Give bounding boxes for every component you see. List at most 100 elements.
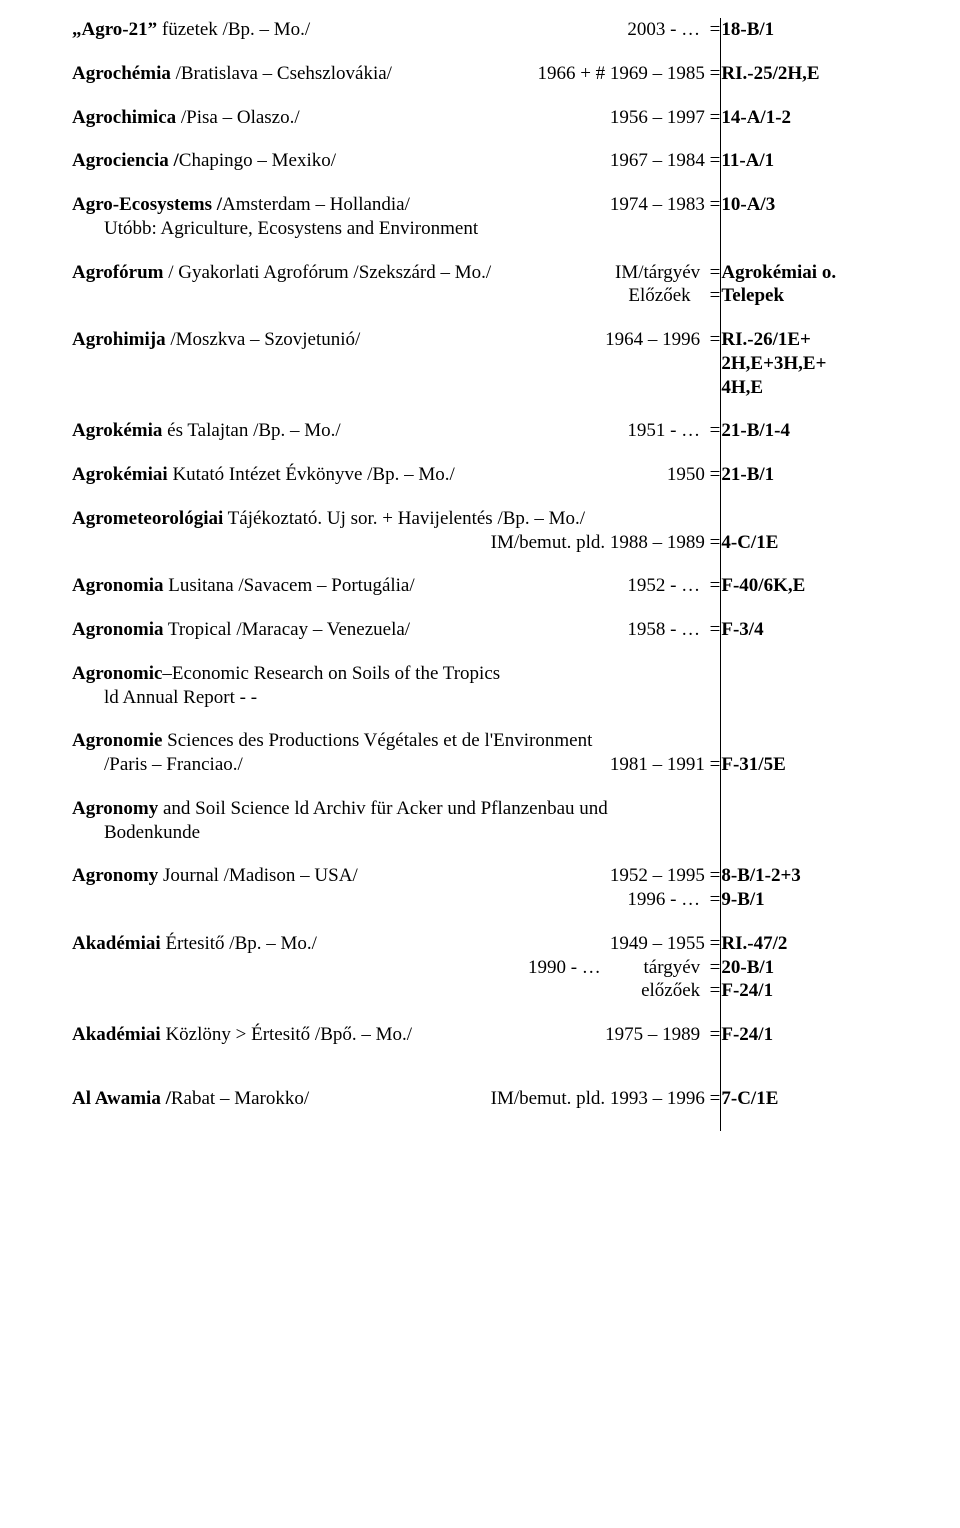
catalog-row: Agrofórum / Gyakorlati Agrofórum /Szeksz… (72, 261, 924, 329)
entry-line: Agrokémia és Talajtan /Bp. – Mo./1951 - … (72, 419, 720, 443)
catalog-row: Akadémiai Közlöny > Értesitő /Bpő. – Mo.… (72, 1023, 924, 1087)
catalog-row: Agrochémia /Bratislava – Csehszlovákia/1… (72, 62, 924, 106)
shelf-code: 9-B/1 (721, 888, 924, 912)
entry-label: ld Annual Report - - (104, 686, 720, 710)
entry-right: F-24/1 (721, 1023, 924, 1087)
catalog-row: Agronomy and Soil Science ld Archiv für … (72, 797, 924, 865)
shelf-code: 10-A/3 (721, 193, 924, 217)
entry-right (721, 797, 924, 865)
entry-years: 1996 - … = (627, 888, 720, 912)
catalog-row: Al Awamia /Rabat – Marokko/IM/bemut. pld… (72, 1087, 924, 1131)
entry-line: előzőek = (72, 979, 720, 1003)
entry-label (72, 956, 528, 980)
entry-label: Agronomia Lusitana /Savacem – Portugália… (72, 574, 627, 598)
catalog-row: Agronomia Lusitana /Savacem – Portugália… (72, 574, 924, 618)
entry-line: 1990 - … tárgyév = (72, 956, 720, 980)
entry-years: 1949 – 1955 = (610, 932, 720, 956)
shelf-code (721, 729, 924, 753)
entry-left: „Agro-21” füzetek /Bp. – Mo./2003 - … = (72, 18, 721, 62)
entry-left: Al Awamia /Rabat – Marokko/IM/bemut. pld… (72, 1087, 721, 1131)
entry-label: Agrofórum / Gyakorlati Agrofórum /Szeksz… (72, 261, 615, 285)
entry-label (72, 284, 628, 308)
entry-years: 2003 - … = (627, 18, 720, 42)
shelf-code: F-24/1 (721, 979, 924, 1003)
entry-label: Agrometeorológiai Tájékoztató. Uj sor. +… (72, 507, 720, 531)
shelf-code: RI.-25/2H,E (721, 62, 924, 86)
shelf-code: 4H,E (721, 376, 924, 400)
shelf-code: 21-B/1-4 (721, 419, 924, 443)
shelf-code: 8-B/1-2+3 (721, 864, 924, 888)
entry-line: Bodenkunde (72, 821, 720, 845)
catalog-row: Agrometeorológiai Tájékoztató. Uj sor. +… (72, 507, 924, 575)
entry-line: /Paris – Franciao./1981 – 1991 = (72, 753, 720, 777)
catalog-row: Agrokémia és Talajtan /Bp. – Mo./1951 - … (72, 419, 924, 463)
entry-left: Akadémiai Közlöny > Értesitő /Bpő. – Mo.… (72, 1023, 721, 1087)
catalog-row: Agronomic–Economic Research on Soils of … (72, 662, 924, 730)
entry-years: előzőek = (641, 979, 720, 1003)
entry-line: 1996 - … = (72, 888, 720, 912)
catalog-row: Agrociencia /Chapingo – Mexiko/1967 – 19… (72, 149, 924, 193)
shelf-code: 18-B/1 (721, 18, 924, 42)
entry-line: Agronomie Sciences des Productions Végét… (72, 729, 720, 753)
entry-line: Agronomic–Economic Research on Soils of … (72, 662, 720, 686)
catalog-row: Agronomy Journal /Madison – USA/1952 – 1… (72, 864, 924, 932)
entry-label: Agrohimija /Moszkva – Szovjetunió/ (72, 328, 605, 352)
entry-line: Agro-Ecosystems /Amsterdam – Hollandia/1… (72, 193, 720, 217)
shelf-code (721, 662, 924, 686)
entry-right: 10-A/3 (721, 193, 924, 261)
shelf-code: 21-B/1 (721, 463, 924, 487)
entry-left: Agrohimija /Moszkva – Szovjetunió/1964 –… (72, 328, 721, 419)
entry-label: Bodenkunde (104, 821, 720, 845)
shelf-code: Agrokémiai o. (721, 261, 924, 285)
shelf-code: F-31/5E (721, 753, 924, 777)
entry-years: 1974 – 1983 = (610, 193, 720, 217)
entry-label: Agrochimica /Pisa – Olaszo./ (72, 106, 610, 130)
entry-right: 4-C/1E (721, 507, 924, 575)
entry-right: 21-B/1-4 (721, 419, 924, 463)
entry-line: Agrohimija /Moszkva – Szovjetunió/1964 –… (72, 328, 720, 352)
shelf-code: 11-A/1 (721, 149, 924, 173)
entry-left: Agronomy Journal /Madison – USA/1952 – 1… (72, 864, 721, 932)
entry-line: Agrochimica /Pisa – Olaszo./1956 – 1997 … (72, 106, 720, 130)
catalog-row: Agrokémiai Kutató Intézet Évkönyve /Bp. … (72, 463, 924, 507)
shelf-code: F-24/1 (721, 1023, 924, 1047)
entry-left: Agronomia Tropical /Maracay – Venezuela/… (72, 618, 721, 662)
entry-years: 1951 - … = (627, 419, 720, 443)
entry-line: Előzőek = (72, 284, 720, 308)
entry-line: Agrometeorológiai Tájékoztató. Uj sor. +… (72, 507, 720, 531)
entry-left: Agrochimica /Pisa – Olaszo./1956 – 1997 … (72, 106, 721, 150)
entry-label: Agro-Ecosystems /Amsterdam – Hollandia/ (72, 193, 610, 217)
entry-left: Agrokémia és Talajtan /Bp. – Mo./1951 - … (72, 419, 721, 463)
entry-years: 1952 – 1995 = (610, 864, 720, 888)
entry-label: Agronomic–Economic Research on Soils of … (72, 662, 720, 686)
entry-left: Agrometeorológiai Tájékoztató. Uj sor. +… (72, 507, 721, 575)
entry-line: IM/bemut. pld. 1988 – 1989 = (72, 531, 720, 555)
catalog-row: Agrochimica /Pisa – Olaszo./1956 – 1997 … (72, 106, 924, 150)
catalog-row: Agronomia Tropical /Maracay – Venezuela/… (72, 618, 924, 662)
entry-label: Utóbb: Agriculture, Ecosystens and Envir… (104, 217, 720, 241)
catalog-row: Agrohimija /Moszkva – Szovjetunió/1964 –… (72, 328, 924, 419)
entry-right: RI.-47/220-B/1F-24/1 (721, 932, 924, 1023)
entry-years: 1966 + # 1969 – 1985 = (537, 62, 720, 86)
shelf-code (721, 507, 924, 531)
entry-left: Agronomia Lusitana /Savacem – Portugália… (72, 574, 721, 618)
entry-right: 21-B/1 (721, 463, 924, 507)
entry-left: Agrofórum / Gyakorlati Agrofórum /Szeksz… (72, 261, 721, 329)
entry-years: 1956 – 1997 = (610, 106, 720, 130)
document-page: „Agro-21” füzetek /Bp. – Mo./2003 - … =1… (0, 0, 960, 1167)
entry-left: Agrociencia /Chapingo – Mexiko/1967 – 19… (72, 149, 721, 193)
entry-right: Agrokémiai o.Telepek (721, 261, 924, 329)
entry-label: Agronomia Tropical /Maracay – Venezuela/ (72, 618, 627, 642)
catalog-row: Akadémiai Értesitő /Bp. – Mo./1949 – 195… (72, 932, 924, 1023)
entry-right: RI.-25/2H,E (721, 62, 924, 106)
entry-line: „Agro-21” füzetek /Bp. – Mo./2003 - … = (72, 18, 720, 42)
entry-label: Agronomie Sciences des Productions Végét… (72, 729, 720, 753)
entry-years: 1975 – 1989 = (605, 1023, 720, 1047)
entry-label: Akadémiai Közlöny > Értesitő /Bpő. – Mo.… (72, 1023, 605, 1047)
entry-label (72, 531, 491, 555)
shelf-code: RI.-26/1E+ (721, 328, 924, 352)
shelf-code: 4-C/1E (721, 531, 924, 555)
entry-right: 11-A/1 (721, 149, 924, 193)
shelf-code: 14-A/1-2 (721, 106, 924, 130)
entry-label: /Paris – Franciao./ (104, 753, 610, 777)
